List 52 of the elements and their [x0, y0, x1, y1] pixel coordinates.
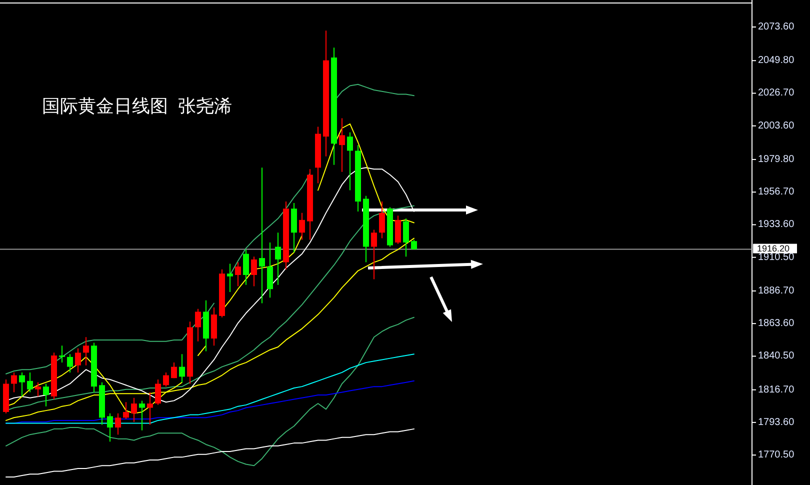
ref-line-label: 1916.20: [757, 244, 790, 254]
candlestick: [67, 354, 73, 373]
candlestick: [347, 132, 353, 191]
candlestick: [123, 402, 129, 420]
candlestick: [107, 412, 113, 442]
candlestick: [19, 372, 25, 397]
y-tick-label: 1863.60: [758, 318, 795, 330]
candlestick: [115, 412, 121, 436]
y-tick-label: 2026.70: [758, 88, 795, 99]
text: 国际黄金日线图 张尧浠: [42, 96, 232, 116]
y-tick-label: 2049.80: [758, 55, 795, 66]
candlestick: [235, 262, 241, 287]
candlestick: [163, 372, 169, 388]
candlestick: [43, 383, 49, 407]
line-series: [6, 316, 414, 466]
candlestick: [11, 372, 17, 393]
y-tick-label: 1816.70: [758, 384, 795, 396]
candlestick: [243, 249, 249, 286]
candlestick: [83, 336, 89, 366]
candlestick: [379, 201, 385, 239]
candlestick: [35, 382, 41, 397]
candlestick: [267, 242, 273, 298]
y-tick-label: 1840.50: [758, 350, 795, 362]
candlestick: [139, 400, 145, 431]
y-tick-label: 1886.70: [758, 285, 795, 296]
candlestick: [251, 256, 257, 287]
y-tick-label: 1793.60: [758, 416, 795, 428]
y-tick-label: 1770.50: [758, 450, 795, 461]
y-tick-label: 1979.80: [758, 154, 795, 165]
line-series: [6, 428, 414, 478]
y-tick-label: 1933.60: [758, 219, 795, 230]
candlestick: [171, 362, 177, 379]
candlestick: [371, 229, 377, 280]
y-tick-label: 2003.60: [758, 120, 795, 132]
candlestick: [227, 263, 233, 292]
candlestick: [195, 308, 201, 342]
candlestick: [395, 215, 401, 244]
candlestick: [27, 372, 33, 393]
candlestick: [259, 167, 265, 304]
y-tick-label: 1956.70: [758, 186, 795, 198]
candlestick: [147, 392, 153, 426]
candlestick: [59, 345, 65, 364]
y-tick-label: 1910.50: [758, 252, 795, 263]
candlestick: [179, 354, 185, 383]
candlestick: [299, 212, 305, 240]
candlestick: [403, 218, 409, 258]
candlestick: [339, 118, 345, 172]
candlestick: [131, 397, 137, 422]
y-tick-label: 2073.60: [758, 22, 795, 33]
candlestick: [275, 232, 281, 286]
candlestick: [75, 348, 81, 373]
candlestick: [155, 379, 161, 406]
